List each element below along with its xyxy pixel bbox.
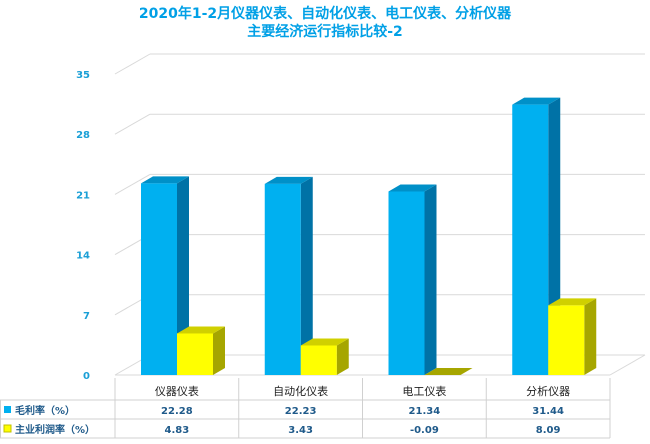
bar-front <box>512 104 549 375</box>
chart-title-line-2: 主要经济运行指标比较-2 <box>247 23 403 40</box>
y-tick-label: 7 <box>83 311 90 322</box>
bar-top <box>512 97 561 105</box>
data-label: -0.09 <box>410 425 439 436</box>
bar-side <box>336 338 349 375</box>
legend-label: 毛利率（%） <box>15 404 75 417</box>
bar-side <box>300 176 313 375</box>
data-label: 31.44 <box>532 406 564 417</box>
gridline-diagonal <box>114 53 151 75</box>
y-tick-label: 35 <box>76 70 90 81</box>
data-label: 3.43 <box>288 425 313 436</box>
y-tick-label: 28 <box>76 130 90 141</box>
bar-side <box>213 326 225 375</box>
gridline-diagonal <box>114 173 151 195</box>
bar-top <box>424 368 473 375</box>
legend-swatch <box>3 424 12 433</box>
chart-title-line-1: 2020年1-2月仪器仪表、自动化仪表、电工仪表、分析仪器 <box>139 5 512 22</box>
category-label: 自动化仪表 <box>273 384 328 398</box>
data-label: 22.28 <box>161 406 193 417</box>
legend-label: 主业利润率（%） <box>15 423 95 436</box>
bar <box>177 326 225 375</box>
y-axis-ticks: 0 7 14 21 28 35 <box>76 70 90 382</box>
bar <box>424 368 473 375</box>
bar <box>264 176 313 375</box>
bar-front <box>177 333 213 375</box>
bar-top <box>177 326 225 334</box>
bar-top <box>388 184 437 192</box>
data-label: 21.34 <box>409 406 441 417</box>
bars <box>141 97 597 375</box>
bar-front <box>388 191 425 375</box>
bar-top <box>300 338 349 346</box>
category-label: 电工仪表 <box>402 384 446 398</box>
category-label: 分析仪器 <box>526 384 570 398</box>
data-label: 8.09 <box>536 425 561 436</box>
y-tick-label: 21 <box>76 190 90 201</box>
bar-top <box>141 176 189 184</box>
bar <box>300 338 349 375</box>
bar <box>548 298 597 375</box>
y-tick-label: 14 <box>76 251 90 262</box>
bar-side <box>177 176 189 375</box>
bar-front <box>548 305 585 375</box>
y-tick-label: 0 <box>83 371 90 382</box>
floor-edge <box>609 354 646 376</box>
bar-top <box>548 298 597 306</box>
bar <box>141 176 189 375</box>
bar-front <box>300 345 337 375</box>
legend-swatch <box>4 406 11 413</box>
chart-title: 2020年1-2月仪器仪表、自动化仪表、电工仪表、分析仪器 主要经济运行指标比较… <box>139 5 512 40</box>
gridline-diagonal <box>114 113 151 135</box>
bar-front <box>141 183 177 375</box>
bar-top <box>264 176 313 184</box>
category-label: 仪器仪表 <box>155 384 199 398</box>
bar-front <box>264 183 301 375</box>
data-label: 22.23 <box>285 406 317 417</box>
bar <box>388 184 437 375</box>
bar-side <box>584 298 597 375</box>
data-label: 4.83 <box>165 425 190 436</box>
bar-side <box>424 184 437 375</box>
